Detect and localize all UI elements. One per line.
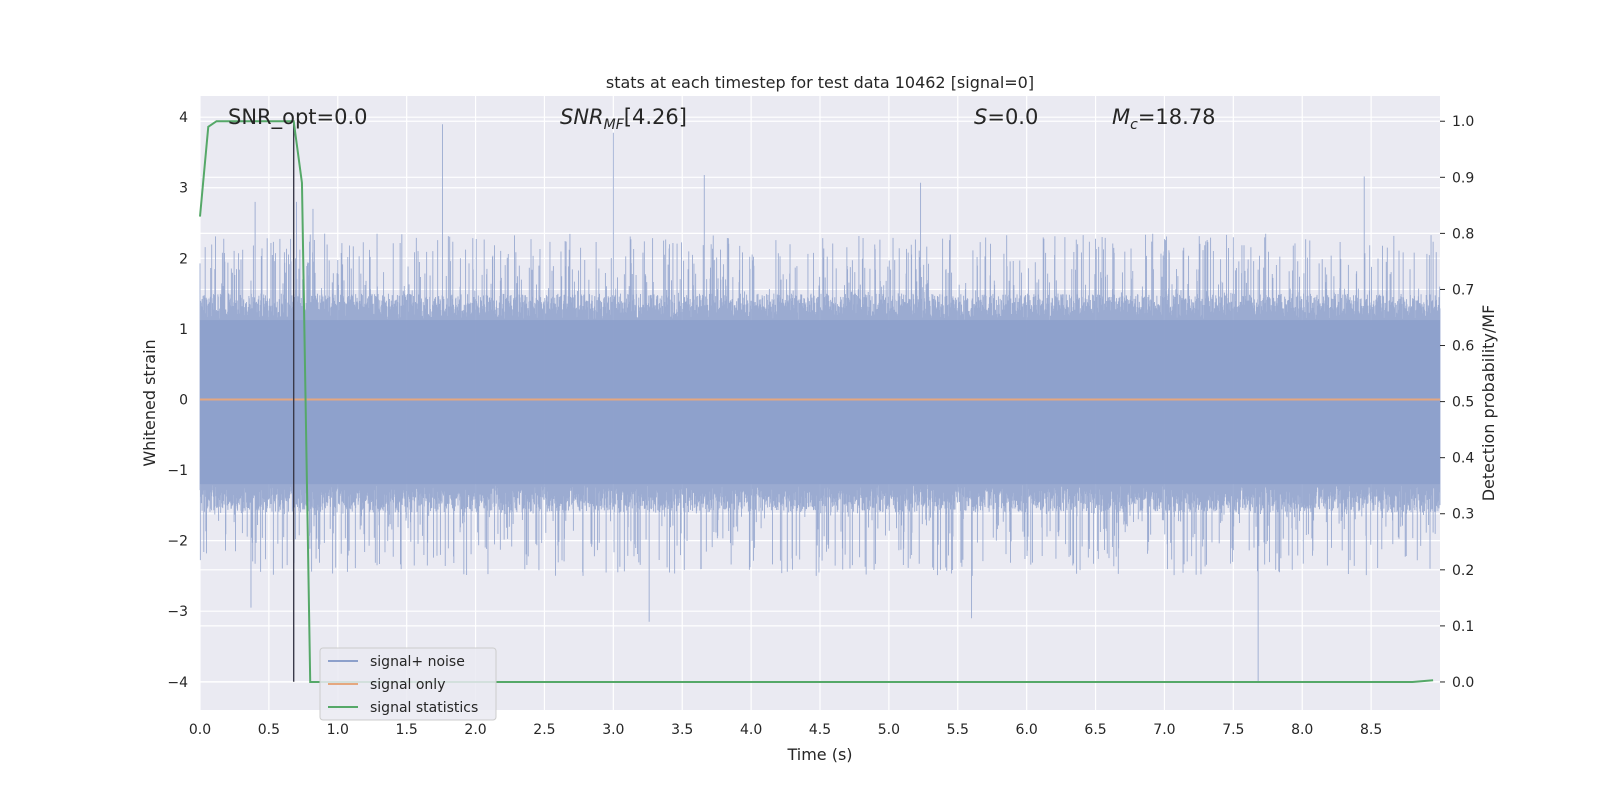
- x-tick-label: 5.0: [878, 722, 900, 738]
- noise-core: [200, 320, 1440, 485]
- y-axis-label: Whitened strain: [140, 339, 159, 466]
- x-tick-label: 2.5: [533, 722, 555, 738]
- snr-mf-value: [4.26]: [624, 105, 687, 129]
- x-tick-label: 6.5: [1084, 722, 1106, 738]
- x-tick-label: 0.5: [258, 722, 280, 738]
- snr-opt-annotation: SNR_opt=0.0: [228, 105, 368, 130]
- y-tick-label: −3: [167, 604, 188, 620]
- y2-tick-label: 0.1: [1452, 619, 1474, 635]
- y2-axis-label: Detection probability/MF: [1479, 305, 1498, 502]
- legend-label-stats: signal statistics: [370, 700, 478, 716]
- y-tick-label: 4: [179, 110, 188, 126]
- snr-mf-annotation: SNRMF[4.26]: [560, 105, 687, 133]
- s-value: =0.0: [987, 105, 1038, 129]
- y2-tick-label: 0.4: [1452, 451, 1474, 467]
- y2-tick-label: 0.6: [1452, 339, 1474, 355]
- x-tick-label: 7.0: [1153, 722, 1175, 738]
- x-tick-label: 5.5: [947, 722, 969, 738]
- x-axis-label: Time (s): [786, 745, 852, 764]
- y-tick-label: −2: [167, 534, 188, 550]
- chart-title: stats at each timestep for test data 104…: [606, 73, 1034, 92]
- y2-tick-label: 0.3: [1452, 507, 1474, 523]
- y2-tick-label: 0.2: [1452, 563, 1474, 579]
- y2-tick-label: 0.5: [1452, 395, 1474, 411]
- x-tick-label: 1.0: [327, 722, 349, 738]
- y2-tick-label: 1.0: [1452, 114, 1474, 130]
- y2-tick-label: 0.9: [1452, 170, 1474, 186]
- x-tick-label: 8.0: [1291, 722, 1313, 738]
- x-tick-labels: 0.0 0.5 1.0 1.5 2.0 2.5 3.0 3.5 4.0 4.5 5.0 5.5 6.0 6…: [189, 722, 1382, 738]
- mc-annotation: Mc=18.78: [1112, 105, 1216, 133]
- y-tick-labels: −4 −3 −2 −1 0 1 2 3 4: [167, 110, 188, 691]
- y-tick-label: 2: [179, 251, 188, 267]
- legend-box: [319, 647, 497, 721]
- y2-tick-label: 0.0: [1452, 675, 1474, 691]
- x-tick-label: 0.0: [189, 722, 211, 738]
- x-tick-label: 3.5: [671, 722, 693, 738]
- y2-tick-label: 0.7: [1452, 282, 1474, 298]
- x-tick-label: 3.0: [602, 722, 624, 738]
- x-tick-label: 4.5: [809, 722, 831, 738]
- y-tick-label: −4: [167, 675, 188, 691]
- x-tick-label: 6.0: [1016, 722, 1038, 738]
- y-tick-label: −1: [167, 463, 188, 479]
- x-tick-label: 8.5: [1360, 722, 1382, 738]
- x-tick-label: 2.0: [464, 722, 486, 738]
- y-tick-label: 3: [179, 181, 188, 197]
- y-tick-label: 1: [179, 322, 188, 338]
- mc-value: =18.78: [1138, 105, 1216, 129]
- s-annotation: S=0.0: [974, 105, 1038, 129]
- y-tick-label: 0: [179, 392, 188, 408]
- signal-statistics-series: [199, 120, 1434, 683]
- y2-tick-label: 0.8: [1452, 226, 1474, 242]
- x-tick-label: 4.0: [740, 722, 762, 738]
- x-tick-label: 1.5: [396, 722, 418, 738]
- y2-tick-labels: 0.0 0.1 0.2 0.3 0.4 0.5 0.6 0.7 0.8 0.9 1.0: [1440, 114, 1474, 691]
- statistics-line: [199, 120, 1434, 683]
- signal-plus-noise-series: [199, 124, 1441, 682]
- x-tick-label: 7.5: [1222, 722, 1244, 738]
- legend-label-signal: signal only: [370, 677, 445, 693]
- legend: signal+ noise signal only signal statist…: [319, 647, 497, 721]
- legend-label-noise: signal+ noise: [370, 654, 465, 670]
